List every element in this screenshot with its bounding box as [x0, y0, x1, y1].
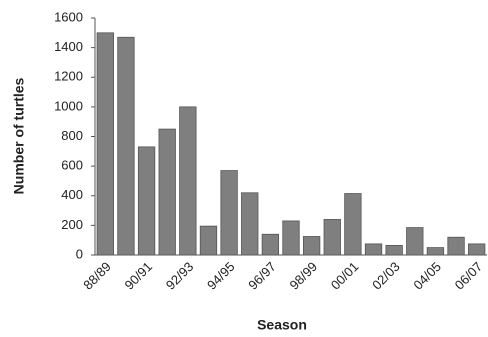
bar [447, 236, 465, 256]
x-tick-label: 94/95 [204, 259, 238, 293]
bar [282, 220, 300, 256]
y-tick-label: 1600 [54, 9, 83, 24]
bar [96, 32, 114, 256]
bar [220, 170, 238, 256]
y-tick-label: 400 [61, 187, 83, 202]
x-tick-label: 98/99 [287, 259, 321, 293]
bar [344, 193, 362, 256]
bar [241, 192, 259, 256]
bar [137, 146, 156, 256]
bar [261, 233, 280, 256]
x-tick-label: 02/03 [369, 259, 403, 293]
y-tick-label: 1400 [54, 39, 83, 54]
x-tick-label: 96/97 [245, 259, 279, 293]
bar [199, 225, 218, 256]
bar [468, 243, 486, 256]
y-tick-label: 600 [61, 158, 83, 173]
bar [179, 106, 197, 256]
x-tick-label: 92/93 [163, 259, 197, 293]
bar [385, 244, 403, 256]
x-tick-label: 04/05 [410, 259, 444, 293]
bar [117, 36, 135, 256]
bar [406, 227, 424, 256]
bar [158, 128, 176, 256]
y-tick-label: 1200 [54, 69, 83, 84]
bar [323, 219, 341, 256]
x-tick-label: 88/89 [80, 259, 114, 293]
y-tick-label: 1000 [54, 98, 83, 113]
y-tick-label: 800 [61, 128, 83, 143]
bar [302, 236, 321, 256]
bar [364, 243, 383, 256]
y-tick-label: 0 [76, 246, 83, 261]
y-axis-title: Number of turtles [11, 77, 27, 194]
y-tick-label: 200 [61, 217, 83, 232]
x-tick-label: 06/07 [452, 259, 486, 293]
x-tick-label: 00/01 [328, 259, 362, 293]
x-tick-label: 90/91 [122, 259, 156, 293]
x-axis-title: Season [257, 317, 307, 333]
bar [426, 247, 445, 256]
